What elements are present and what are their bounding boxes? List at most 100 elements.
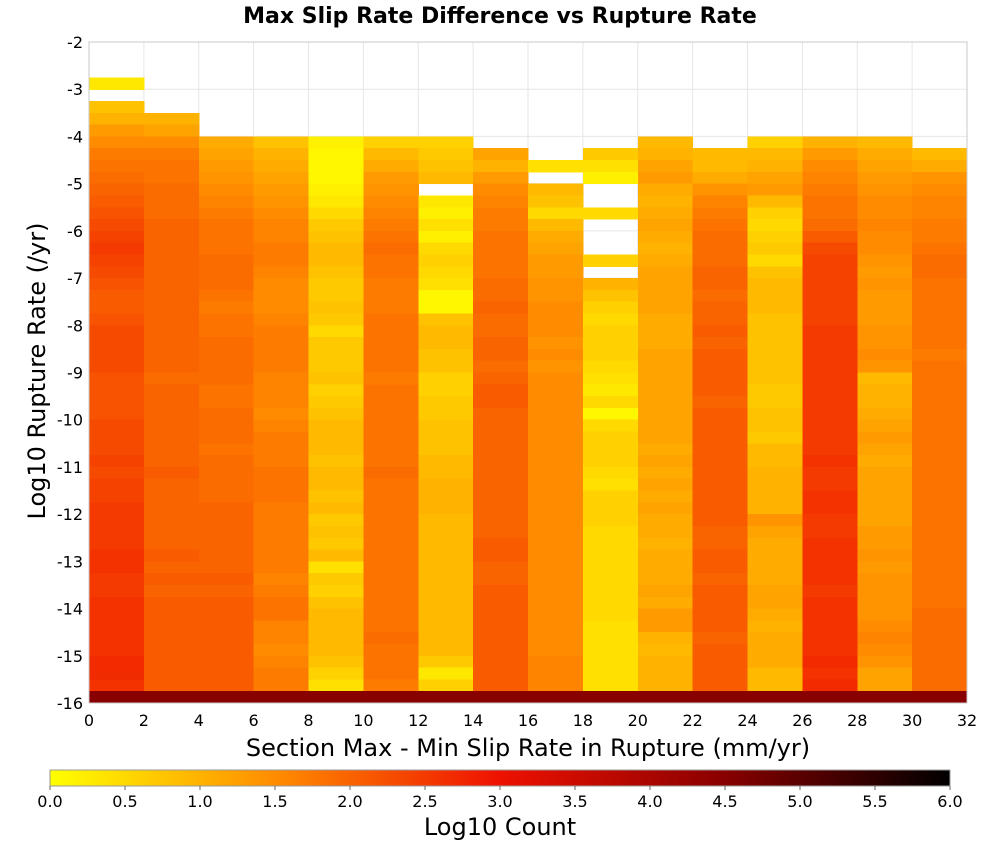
heatmap-cell <box>857 313 913 326</box>
heatmap-cell <box>473 679 529 692</box>
heatmap-cell <box>198 313 255 326</box>
heatmap-cell <box>308 136 364 149</box>
heatmap-cell <box>528 360 584 374</box>
heatmap-cell <box>582 596 639 610</box>
heatmap-cell <box>418 490 474 503</box>
heatmap-cell <box>308 502 364 515</box>
heatmap-cell <box>473 537 529 551</box>
heatmap-cell <box>418 242 474 256</box>
heatmap-cell <box>692 289 749 303</box>
heatmap-cell <box>912 325 968 338</box>
heatmap-cell <box>363 348 419 362</box>
heatmap-cell <box>253 667 310 680</box>
heatmap-cell <box>143 443 200 456</box>
heatmap-cell <box>253 372 310 385</box>
heatmap-cell <box>473 372 529 385</box>
heatmap-cell <box>363 514 419 527</box>
heatmap-cell <box>857 667 913 680</box>
heatmap-cell <box>582 384 639 397</box>
heatmap-cell <box>473 183 529 197</box>
heatmap-cell <box>802 691 858 704</box>
heatmap-cell <box>89 514 145 527</box>
heatmap-cell <box>253 313 310 326</box>
heatmap-cell <box>912 278 968 291</box>
heatmap-cell <box>308 691 364 704</box>
heatmap-cell <box>198 230 255 244</box>
y-tick-label: -10 <box>57 411 83 430</box>
heatmap-cell <box>637 195 694 208</box>
heatmap-cell <box>143 525 200 539</box>
heatmap-cell <box>473 490 529 503</box>
heatmap-cell <box>308 466 364 480</box>
heatmap-cell <box>747 384 803 397</box>
heatmap-cell <box>143 632 200 645</box>
heatmap-cell <box>198 183 255 197</box>
heatmap-cell <box>363 313 419 326</box>
heatmap-cell <box>747 407 803 421</box>
heatmap-cell <box>473 443 529 456</box>
heatmap-cell <box>363 325 419 338</box>
heatmap-cell <box>198 632 255 645</box>
heatmap-cell <box>912 561 968 574</box>
heatmap-cell <box>418 278 474 291</box>
heatmap-cell <box>253 396 310 409</box>
heatmap-cell <box>143 691 200 704</box>
heatmap-cell <box>582 478 639 492</box>
heatmap-cell <box>198 455 255 468</box>
heatmap-cell <box>363 183 419 197</box>
heatmap-cell <box>473 242 529 256</box>
heatmap-cell <box>308 608 364 621</box>
heatmap-cell <box>692 337 749 350</box>
heatmap-cell <box>637 455 694 468</box>
heatmap-cell <box>582 573 639 586</box>
heatmap-cell <box>198 443 255 456</box>
heatmap-cell <box>637 407 694 421</box>
heatmap-cell <box>912 171 968 185</box>
heatmap-cell <box>418 514 474 527</box>
y-tick-label: -2 <box>67 33 83 52</box>
heatmap-cell <box>692 195 749 208</box>
heatmap-cell <box>363 596 419 610</box>
heatmap-cell <box>308 301 364 315</box>
heatmap-cell <box>912 337 968 350</box>
heatmap-cell <box>637 478 694 492</box>
heatmap-cell <box>143 667 200 680</box>
heatmap-cell <box>528 514 584 527</box>
heatmap-cell <box>363 242 419 256</box>
y-axis-label: Log10 Rupture Rate (/yr) <box>23 223 51 520</box>
heatmap-cell <box>89 691 145 704</box>
heatmap-cell <box>582 396 639 409</box>
heatmap-cell <box>857 348 913 362</box>
heatmap-cell <box>473 478 529 492</box>
heatmap-cell <box>528 608 584 621</box>
heatmap-cell <box>802 667 858 680</box>
heatmap-cell <box>857 254 913 267</box>
heatmap-cell <box>747 478 803 492</box>
heatmap-cell <box>198 148 255 161</box>
heatmap-cell <box>198 171 255 185</box>
heatmap-cell <box>363 490 419 503</box>
heatmap-cell <box>747 431 803 444</box>
heatmap-cell <box>89 620 145 633</box>
heatmap-cell <box>857 278 913 291</box>
heatmap-cell <box>747 325 803 338</box>
heatmap-cell <box>692 160 749 173</box>
colorbar-tick-label: 4.5 <box>712 792 737 811</box>
x-axis-label: Section Max - Min Slip Rate in Rupture (… <box>246 734 810 762</box>
heatmap-cell <box>89 466 145 480</box>
heatmap-cell <box>802 596 858 610</box>
heatmap-cell <box>473 278 529 291</box>
heatmap-cell <box>747 537 803 551</box>
heatmap-cell <box>143 337 200 350</box>
heatmap-cell <box>198 348 255 362</box>
heatmap-cell <box>418 337 474 350</box>
heatmap-cell <box>253 183 310 197</box>
heatmap-cell <box>637 313 694 326</box>
heatmap-cell <box>747 348 803 362</box>
heatmap-cell <box>637 372 694 385</box>
heatmap-cell <box>692 207 749 220</box>
heatmap-cell <box>528 230 584 244</box>
heatmap-cell <box>363 443 419 456</box>
heatmap-cell <box>473 348 529 362</box>
heatmap-cell <box>528 407 584 421</box>
